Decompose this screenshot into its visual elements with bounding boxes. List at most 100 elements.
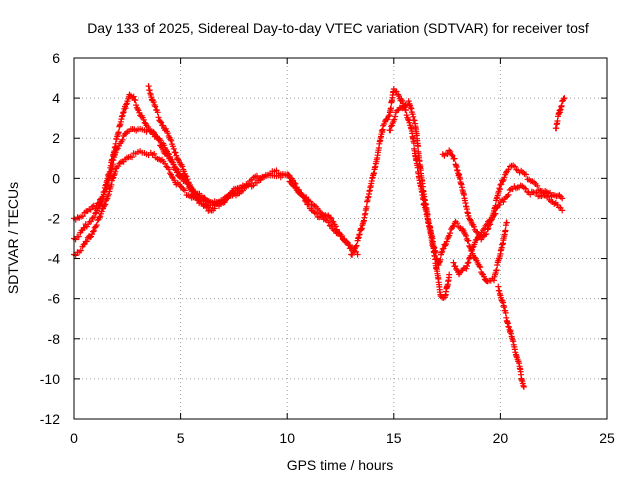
data-point [181, 187, 188, 194]
data-point [79, 213, 86, 220]
data-point [392, 113, 399, 120]
data-point [547, 189, 553, 196]
data-point [437, 256, 444, 263]
data-point [384, 116, 391, 123]
data-point [450, 259, 457, 266]
x-tick-label: 0 [70, 430, 78, 446]
data-point [325, 219, 332, 226]
y-tick-label: 4 [52, 90, 60, 106]
data-point [511, 163, 518, 170]
data-point [451, 155, 458, 162]
data-point [154, 109, 161, 116]
data-point [533, 189, 540, 196]
data-point [502, 227, 509, 234]
data-point [454, 220, 461, 227]
data-point [150, 128, 157, 135]
data-point [443, 238, 450, 245]
data-point [123, 101, 130, 108]
data-point [211, 205, 218, 212]
data-point [452, 263, 459, 270]
data-layer [71, 83, 568, 390]
data-point [136, 109, 143, 116]
y-tick-label: -4 [48, 251, 61, 267]
data-point [406, 119, 413, 126]
data-point [179, 163, 186, 170]
data-point [254, 172, 260, 179]
data-point [500, 198, 507, 205]
data-point [330, 218, 337, 225]
data-point [241, 183, 248, 190]
data-point [157, 118, 164, 125]
series-track-j [552, 95, 568, 132]
data-point [338, 233, 345, 239]
data-point [391, 116, 398, 123]
data-point [90, 214, 97, 221]
data-point [80, 241, 87, 248]
data-point [165, 150, 171, 157]
data-point [471, 223, 477, 230]
data-point [299, 193, 306, 200]
data-point [393, 88, 400, 95]
data-point [381, 121, 388, 127]
data-point [326, 214, 333, 221]
data-point [83, 238, 90, 245]
x-tick-label: 5 [177, 430, 185, 446]
series-track-d [145, 83, 218, 214]
y-tick-label: 0 [52, 170, 60, 186]
x-tick-label: 25 [599, 430, 615, 446]
data-point [285, 173, 292, 179]
data-point [559, 207, 566, 214]
data-point [168, 137, 175, 144]
data-point [115, 130, 122, 137]
data-point [257, 177, 264, 183]
data-point [93, 222, 100, 229]
data-point [172, 165, 179, 172]
data-point [187, 183, 193, 190]
data-point [432, 249, 439, 256]
data-point [90, 227, 97, 234]
data-point [103, 196, 110, 203]
data-point [203, 204, 210, 211]
data-point [387, 127, 394, 134]
data-point [385, 113, 392, 120]
data-point [467, 252, 474, 259]
data-point [405, 116, 411, 123]
y-tick-label: 6 [52, 50, 60, 66]
data-point [169, 156, 176, 163]
data-point [503, 219, 510, 226]
data-point [120, 109, 127, 116]
data-point [172, 149, 179, 156]
data-point [465, 237, 472, 244]
data-point [354, 251, 361, 258]
data-point [464, 260, 471, 267]
chart-title: Day 133 of 2025, Sidereal Day-to-day VTE… [87, 20, 589, 36]
data-point [129, 154, 135, 161]
data-point [464, 263, 470, 269]
data-point [450, 222, 457, 229]
data-point [453, 266, 460, 272]
data-point [561, 95, 568, 102]
data-point [164, 130, 171, 137]
data-point [246, 180, 253, 187]
data-point [158, 119, 165, 126]
data-point [492, 210, 499, 217]
data-point [132, 97, 139, 104]
data-point [520, 382, 527, 389]
data-point [467, 216, 473, 223]
data-point [405, 98, 412, 105]
data-point [477, 264, 484, 271]
series-track-e [348, 86, 453, 301]
data-point [99, 194, 106, 200]
series-track-f [386, 98, 510, 285]
data-point [496, 201, 503, 208]
data-point [388, 123, 395, 130]
data-point [182, 172, 189, 179]
data-point [313, 210, 320, 217]
x-axis-label: GPS time / hours [287, 457, 394, 473]
data-point [89, 215, 96, 222]
plot-frame [73, 57, 608, 420]
data-point [302, 197, 308, 204]
data-point [88, 218, 95, 225]
data-point [345, 242, 352, 249]
